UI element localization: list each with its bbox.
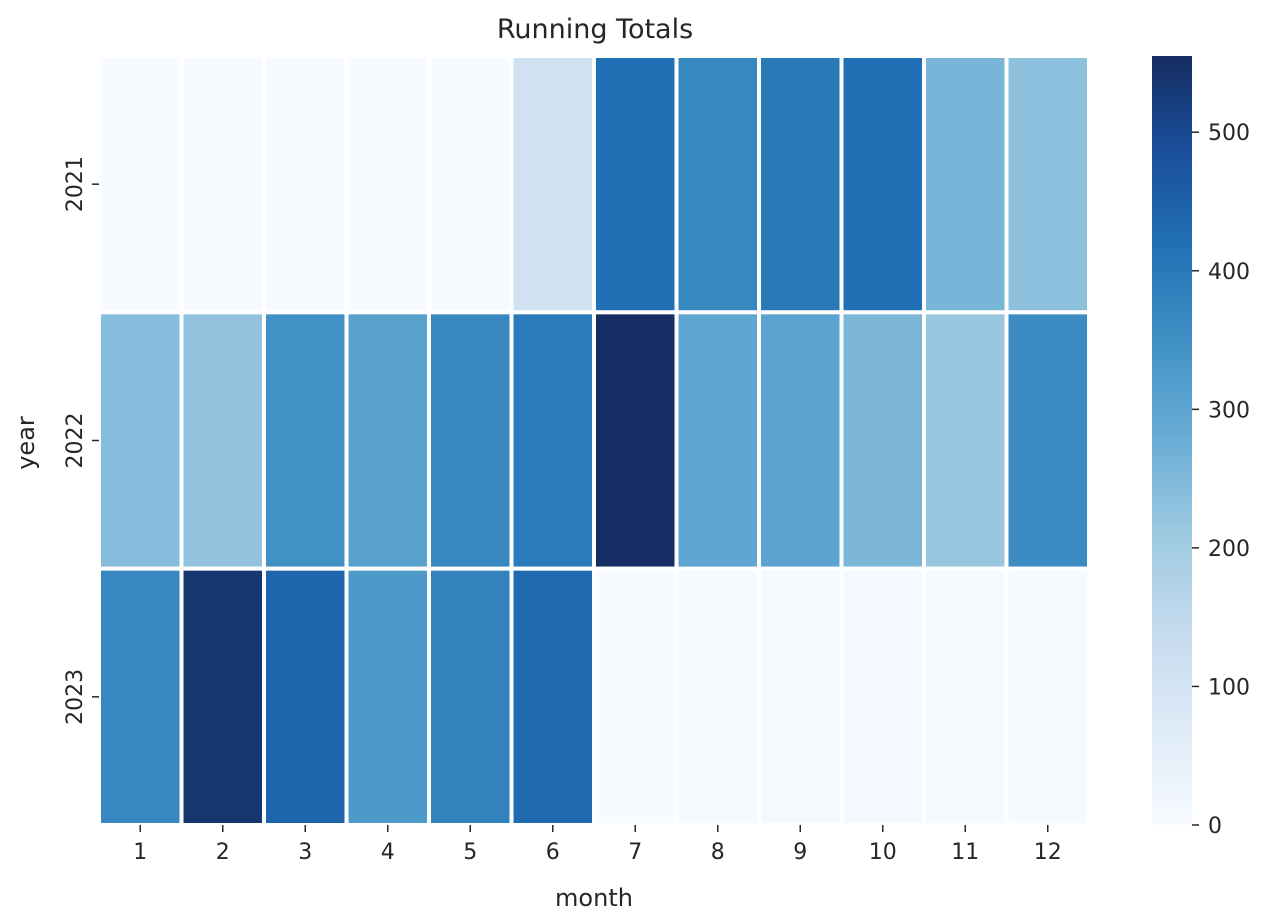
x-tick-label: 8 bbox=[711, 840, 725, 865]
heatmap-cell bbox=[839, 54, 926, 315]
heatmap-cell bbox=[179, 566, 266, 828]
heatmap-cell bbox=[1004, 54, 1091, 315]
colorbar-tick-label: 400 bbox=[1208, 260, 1250, 285]
colorbar-tick-label: 300 bbox=[1208, 398, 1250, 423]
heatmap-cell bbox=[427, 566, 514, 828]
heatmap-cell bbox=[922, 566, 1009, 828]
y-axis-label: year bbox=[12, 416, 40, 470]
heatmap-cell bbox=[839, 566, 926, 828]
heatmap-cell bbox=[674, 310, 761, 571]
heatmap-cell bbox=[97, 310, 184, 571]
y-tick-label: 2022 bbox=[63, 413, 88, 469]
x-tick-label: 11 bbox=[951, 840, 979, 865]
colorbar-tick-label: 0 bbox=[1208, 814, 1222, 839]
x-tick-label: 6 bbox=[546, 840, 560, 865]
heatmap-cell bbox=[509, 310, 596, 571]
x-tick-label: 9 bbox=[793, 840, 807, 865]
x-tick-label: 12 bbox=[1034, 840, 1062, 865]
heatmap-cell bbox=[674, 566, 761, 828]
heatmap-cell bbox=[427, 54, 514, 315]
heatmap-cell bbox=[757, 54, 844, 315]
heatmap-cell bbox=[757, 566, 844, 828]
heatmap-cell bbox=[922, 54, 1009, 315]
heatmap-cells bbox=[97, 54, 1091, 828]
x-tick-label: 10 bbox=[869, 840, 897, 865]
heatmap-cell bbox=[839, 310, 926, 571]
colorbar bbox=[1152, 56, 1192, 825]
heatmap-cell bbox=[179, 54, 266, 315]
y-tick-label: 2021 bbox=[63, 156, 88, 212]
heatmap-cell bbox=[344, 566, 431, 828]
colorbar-tick-label: 100 bbox=[1208, 675, 1250, 700]
heatmap-cell bbox=[344, 310, 431, 571]
chart-title: Running Totals bbox=[497, 14, 693, 45]
heatmap-cell bbox=[1004, 566, 1091, 828]
heatmap-cell bbox=[592, 54, 679, 315]
x-tick-label: 4 bbox=[381, 840, 395, 865]
heatmap-cell bbox=[922, 310, 1009, 571]
heatmap-cell bbox=[592, 310, 679, 571]
heatmap-cell bbox=[97, 54, 184, 315]
y-axis-ticks: 2021 2022 2023 bbox=[63, 156, 99, 725]
heatmap-cell bbox=[97, 566, 184, 828]
x-axis-label: month bbox=[555, 884, 633, 912]
x-tick-label: 2 bbox=[216, 840, 230, 865]
heatmap-cell bbox=[427, 310, 514, 571]
heatmap-cell bbox=[344, 54, 431, 315]
x-axis-ticks: 1 2 3 4 5 6 7 8 9 10 11 12 bbox=[133, 825, 1062, 865]
heatmap-cell bbox=[757, 310, 844, 571]
y-tick-label: 2023 bbox=[63, 669, 88, 725]
x-tick-label: 5 bbox=[463, 840, 477, 865]
colorbar-ticks: 0 100 200 300 400 500 bbox=[1192, 121, 1250, 839]
heatmap-cell bbox=[262, 566, 349, 828]
heatmap-cell bbox=[509, 54, 596, 315]
heatmap-cell bbox=[262, 54, 349, 315]
heatmap-cell bbox=[179, 310, 266, 571]
heatmap-cell bbox=[592, 566, 679, 828]
heatmap-cell bbox=[1004, 310, 1091, 571]
x-tick-label: 3 bbox=[298, 840, 312, 865]
heatmap-cell bbox=[674, 54, 761, 315]
heatmap-cell bbox=[509, 566, 596, 828]
heatmap-cell bbox=[262, 310, 349, 571]
x-tick-label: 7 bbox=[628, 840, 642, 865]
colorbar-tick-label: 500 bbox=[1208, 121, 1250, 146]
colorbar-tick-label: 200 bbox=[1208, 537, 1250, 562]
x-tick-label: 1 bbox=[133, 840, 147, 865]
